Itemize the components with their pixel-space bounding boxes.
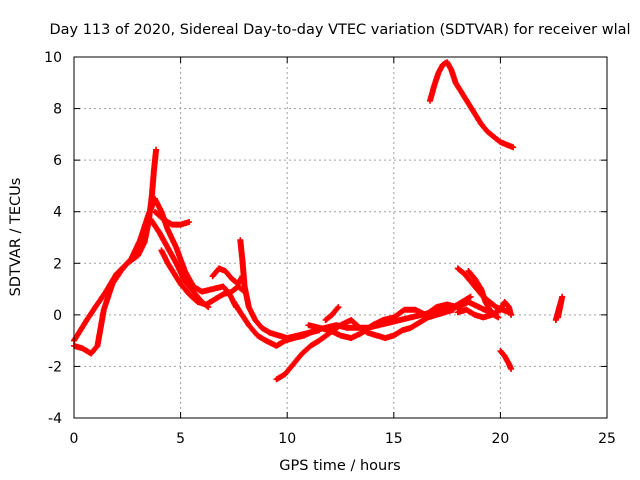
series-markers [273, 306, 457, 383]
grid-lines [74, 57, 607, 418]
series-track-f [209, 265, 246, 287]
y-tick-label: 8 [53, 102, 62, 118]
x-axis-label: GPS time / hours [279, 458, 400, 474]
series-markers [209, 265, 246, 287]
chart-title: Day 113 of 2020, Sidereal Day-to-day VTE… [49, 22, 630, 38]
y-tick-label: -4 [48, 411, 62, 427]
x-tick-label: 5 [176, 431, 185, 447]
axis-ticks: 0 5 10 15 20 25 -4 -2 0 2 4 6 8 10 [44, 50, 616, 447]
series-track-q [552, 293, 566, 323]
y-tick-label: 6 [53, 153, 62, 169]
y-tick-label: 2 [53, 256, 62, 272]
series-markers [497, 348, 515, 372]
series-track-a [71, 146, 160, 344]
series-track-c [139, 216, 212, 311]
y-tick-label: -2 [48, 359, 62, 375]
series-track-i [273, 306, 457, 383]
series-track-o [497, 348, 515, 372]
y-tick-label: 10 [44, 50, 62, 66]
x-tick-label: 10 [278, 431, 296, 447]
series-track-n [454, 299, 515, 321]
x-tick-label: 20 [491, 431, 509, 447]
series-markers [71, 146, 160, 344]
data-series [71, 59, 566, 383]
y-tick-label: 0 [53, 308, 62, 324]
x-tick-label: 15 [385, 431, 403, 447]
plot-frame [73, 56, 608, 419]
series-track-d [152, 208, 193, 228]
series-markers [427, 59, 517, 151]
series-markers [322, 304, 342, 323]
series-markers [454, 299, 515, 321]
y-tick-label: 4 [53, 205, 62, 221]
series-track-p [427, 59, 517, 151]
series-track-e [158, 247, 248, 308]
series-track-j [305, 299, 493, 342]
series-markers [552, 293, 566, 323]
x-tick-label: 0 [70, 431, 79, 447]
series-track-k [322, 304, 342, 323]
series-markers [305, 299, 493, 342]
series-markers [152, 208, 193, 228]
x-tick-label: 25 [598, 431, 616, 447]
series-markers [139, 216, 212, 311]
series-markers [158, 247, 248, 308]
y-axis-label: SDTVAR / TECUs [8, 178, 24, 297]
